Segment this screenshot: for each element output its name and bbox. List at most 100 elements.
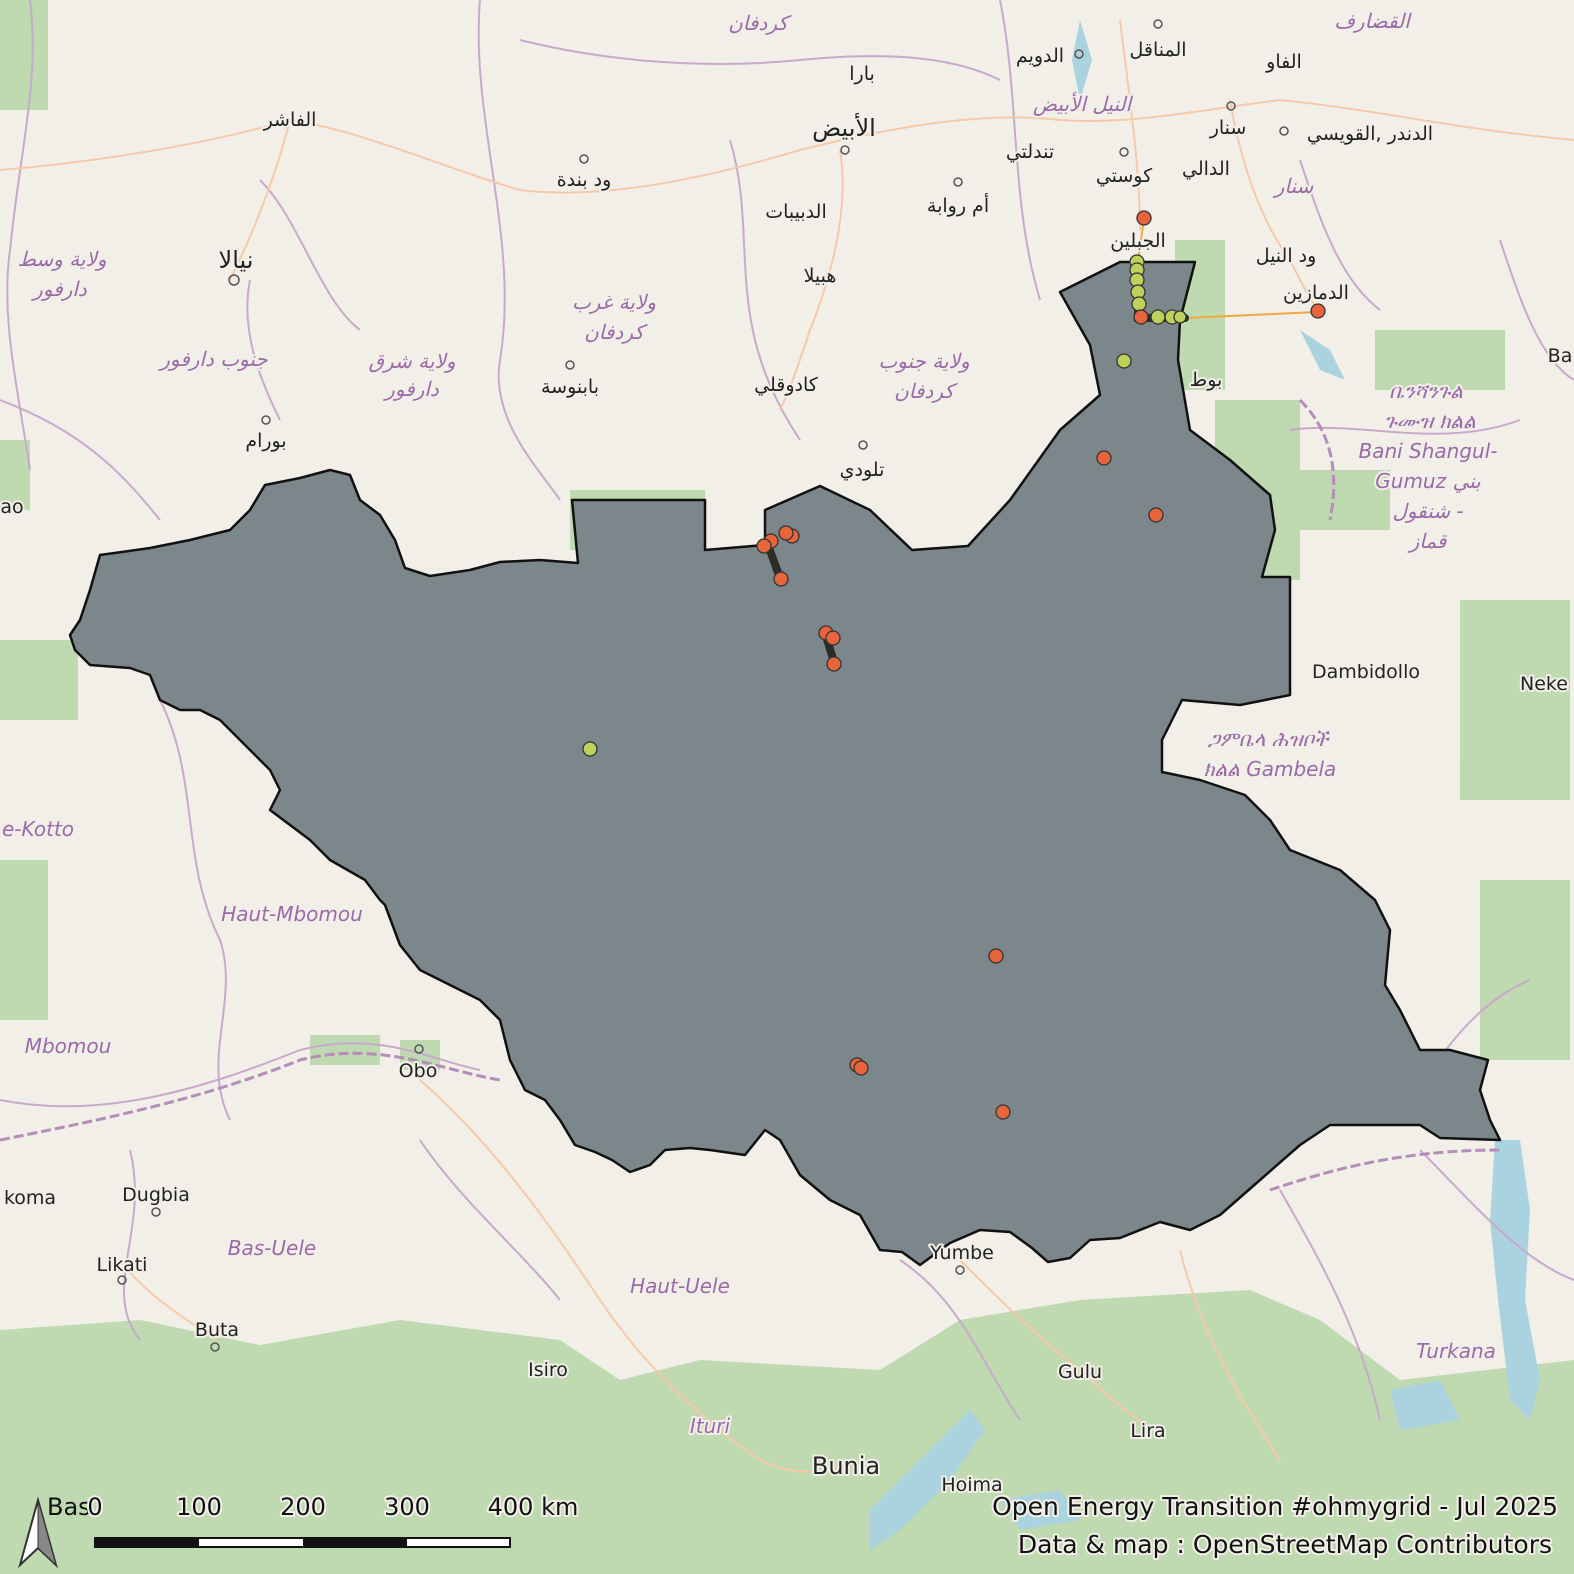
substation-markers[interactable] xyxy=(756,210,1326,1120)
place-label: ولاية جنوب xyxy=(878,349,969,373)
place-label: بابنوسة xyxy=(541,376,599,398)
place-label: القضارف xyxy=(1334,9,1412,33)
place-label: سنار xyxy=(1209,117,1247,139)
place-label: ጉሙዝ ክልል xyxy=(1384,409,1476,433)
place-label: Dugbia xyxy=(122,1184,190,1206)
place-label: ود بندة xyxy=(557,169,612,191)
place-label: Ba xyxy=(1548,345,1573,367)
place-label: Bani Shangul- xyxy=(1358,439,1497,463)
place-label: ود النيل xyxy=(1256,245,1317,267)
place-label: الفاو xyxy=(1265,51,1302,73)
place-label: الدويم xyxy=(1016,45,1064,67)
place-label: كردفان xyxy=(728,11,792,35)
substation-marker xyxy=(1133,309,1149,325)
scale-bar-prefix-label: Bas xyxy=(47,1493,91,1521)
place-label: كردفان xyxy=(584,320,648,344)
roads xyxy=(0,19,1574,1473)
scale-label-100: 100 xyxy=(176,1493,222,1521)
plant-marker xyxy=(1131,296,1147,312)
scale-label-200: 200 xyxy=(280,1493,326,1521)
credit-line-2: Data & map : OpenStreetMap Contributors xyxy=(1018,1530,1552,1559)
plant-marker xyxy=(1150,309,1166,325)
scale-label-400km: 400 km xyxy=(488,1493,579,1521)
credit-line-1: Open Energy Transition #ohmygrid - Jul 2… xyxy=(992,1492,1558,1521)
place-label: نيالا xyxy=(219,246,254,274)
plant-marker xyxy=(1116,353,1132,369)
scale-label-300: 300 xyxy=(384,1493,430,1521)
credits: Open Energy Transition #ohmygrid - Jul 2… xyxy=(990,1490,1560,1561)
country-boundaries xyxy=(0,398,1501,1192)
scale-bar: Bas 0 100 200 300 400 km xyxy=(47,1491,580,1548)
place-label: الجبلين xyxy=(1110,230,1166,252)
place-label: قماز xyxy=(1407,529,1448,553)
place-label: Neke xyxy=(1520,673,1568,695)
place-label: ولاية غرب xyxy=(572,290,656,314)
place-label: تلودي xyxy=(840,459,885,481)
place-label: الدمازين xyxy=(1283,282,1349,304)
substation-marker xyxy=(773,571,789,587)
place-label: كادوقلي xyxy=(754,374,819,396)
place-label: Gumuz بني xyxy=(1375,469,1481,493)
place-label: شنقول - xyxy=(1392,499,1463,523)
town-dots xyxy=(117,19,1289,1352)
place-label: الدبيبات xyxy=(765,201,826,223)
place-label: Haut-Uele xyxy=(630,1274,730,1298)
substation-marker xyxy=(995,1104,1011,1120)
place-label: بارا xyxy=(849,63,875,85)
place-label: Bas-Uele xyxy=(228,1236,316,1260)
place-label: e-Kotto xyxy=(2,817,74,841)
place-label: تندلتي xyxy=(1006,141,1054,163)
place-label: سنار xyxy=(1272,174,1314,198)
place-label: Likati xyxy=(97,1254,148,1276)
place-label: دارفور xyxy=(30,277,87,301)
place-label: Turkana xyxy=(1416,1339,1496,1363)
place-label: Dambidollo xyxy=(1312,661,1420,683)
plant-marker xyxy=(1173,310,1187,324)
place-label: Yumbe xyxy=(929,1242,994,1264)
admin-boundaries xyxy=(0,0,1574,1421)
plant-marker xyxy=(582,741,598,757)
place-label: Haut-Mbomou xyxy=(221,902,363,926)
substation-marker xyxy=(1148,507,1164,523)
place-label: Gulu xyxy=(1058,1361,1102,1383)
place-label: ao xyxy=(0,496,23,518)
place-label: الفاشر xyxy=(263,109,317,131)
place-label: ቤንሻንጉል xyxy=(1389,379,1463,403)
substation-marker xyxy=(988,948,1004,964)
plant-markers[interactable] xyxy=(582,254,1187,757)
north-arrow-icon xyxy=(18,1496,58,1569)
substation-marker xyxy=(826,656,842,672)
place-label: ولاية وسط xyxy=(17,247,106,271)
place-label: دارفور xyxy=(382,377,439,401)
substation-marker xyxy=(778,525,794,541)
place-label: Ituri xyxy=(690,1414,731,1438)
place-label: النيل الأبيض xyxy=(1033,91,1134,116)
place-label: Isiro xyxy=(528,1359,568,1381)
water-bodies xyxy=(870,20,1540,1550)
south-sudan-country-shape[interactable] xyxy=(68,260,1502,1267)
place-label: Mbomou xyxy=(25,1034,112,1058)
place-label: Bunia xyxy=(812,1452,880,1480)
place-label: بورام xyxy=(245,430,286,452)
place-label: ولاية شرق xyxy=(368,349,455,373)
substation-marker xyxy=(756,538,772,554)
place-label: ክልል Gambela xyxy=(1204,757,1337,781)
place-label: أم روابة xyxy=(927,193,989,217)
place-label: كوستي xyxy=(1096,165,1153,187)
place-label: Hoima xyxy=(941,1474,1002,1496)
substation-marker xyxy=(1310,303,1326,319)
place-label: كردفان xyxy=(894,379,958,403)
substation-marker xyxy=(1136,210,1152,226)
place-label: koma xyxy=(4,1187,56,1209)
place-label: هبيلا xyxy=(804,265,837,287)
place-label: ጋምቤላ ሕዝቦች xyxy=(1208,727,1330,751)
place-label: الدندر ,القويسي xyxy=(1307,123,1433,145)
place-label: Lira xyxy=(1130,1420,1165,1442)
place-label: Obo xyxy=(399,1060,438,1082)
place-label: جنوب دارفور xyxy=(157,347,268,371)
place-label: الأبيض xyxy=(812,113,876,142)
substation-marker xyxy=(1096,450,1112,466)
substation-marker xyxy=(825,630,841,646)
substation-marker xyxy=(853,1060,869,1076)
